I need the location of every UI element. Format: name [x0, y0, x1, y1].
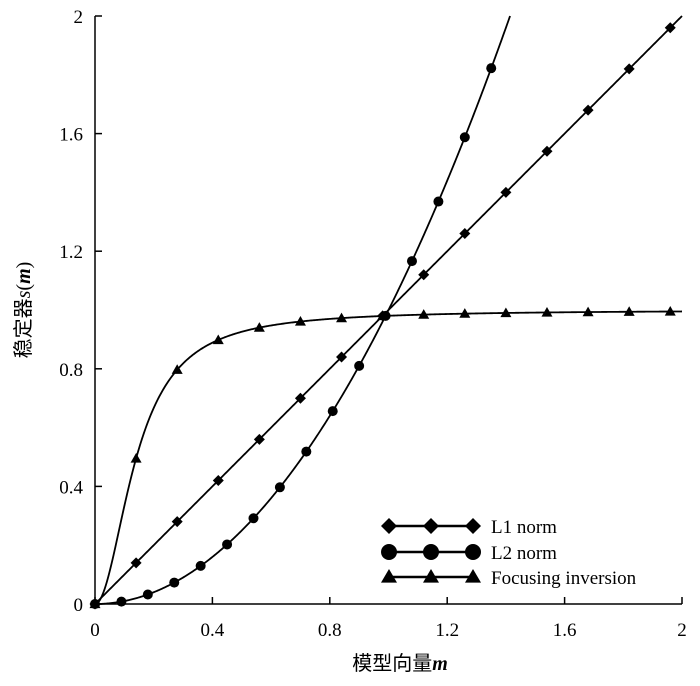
series-circle — [90, 15, 511, 609]
legend-marker-triangle — [381, 569, 397, 583]
x-tick-label: 0.8 — [318, 620, 342, 641]
data-point-diamond — [253, 433, 265, 445]
data-point-triangle — [418, 309, 430, 319]
data-point-triangle — [253, 322, 265, 332]
legend: L1 norm L2 norm Focusing inversion — [381, 517, 637, 589]
data-point-triangle — [623, 306, 635, 316]
y-tick-label: 1.2 — [59, 242, 83, 263]
legend-item-circle: L2 norm — [381, 543, 557, 564]
data-point-circle — [248, 513, 259, 524]
data-point-diamond — [212, 475, 224, 487]
data-point-diamond — [294, 392, 306, 404]
plot-area — [89, 15, 683, 610]
y-tick-label: 1.6 — [59, 125, 83, 146]
x-tick-label: 2 — [677, 620, 687, 641]
data-point-circle — [406, 256, 417, 267]
data-point-circle — [195, 560, 206, 571]
legend-marker-diamond — [423, 518, 439, 534]
legend-label: Focusing inversion — [491, 568, 637, 589]
x-tick-label: 0 — [90, 620, 100, 641]
x-tick-label: 1.2 — [435, 620, 459, 641]
data-point-diamond — [541, 145, 553, 157]
x-tick-label: 1.6 — [553, 620, 577, 641]
data-point-triangle — [664, 306, 676, 316]
data-point-diamond — [130, 557, 142, 569]
data-point-triangle — [459, 308, 471, 318]
data-point-circle — [433, 196, 444, 207]
y-tick-label: 0.8 — [59, 360, 83, 381]
data-point-triangle — [377, 310, 389, 321]
data-point-circle — [327, 406, 338, 417]
data-point-triangle — [130, 452, 142, 463]
data-point-triangle — [171, 364, 183, 374]
legend-marker-triangle — [465, 569, 481, 583]
data-point-diamond — [418, 269, 430, 281]
legend-marker-circle — [423, 544, 439, 560]
series-line-triangle — [94, 310, 683, 605]
y-tick-label: 0.4 — [59, 477, 83, 498]
axes: 0 0.4 0.8 1.2 1.6 2 0 0.4 0.8 1.2 1.6 2 — [59, 7, 687, 641]
y-tick-label: 0 — [74, 595, 84, 616]
series-layer — [89, 15, 683, 610]
data-point-diamond — [500, 186, 512, 198]
legend-item-triangle: Focusing inversion — [381, 568, 637, 589]
data-point-circle — [301, 446, 312, 457]
data-point-circle — [274, 482, 285, 493]
data-point-circle — [486, 63, 497, 74]
data-point-circle — [142, 589, 153, 600]
data-point-diamond — [664, 22, 676, 34]
data-point-triangle — [294, 316, 306, 326]
data-point-triangle — [212, 334, 224, 345]
legend-marker-circle — [381, 544, 397, 560]
x-axis-title: 模型向量m — [352, 651, 448, 675]
data-point-triangle — [336, 312, 348, 323]
legend-marker-diamond — [465, 518, 481, 534]
legend-item-diamond: L1 norm — [381, 517, 557, 538]
data-point-triangle — [500, 307, 512, 318]
legend-marker-triangle — [423, 569, 439, 583]
y-axis-title: 稳定器s(m) — [11, 262, 35, 359]
x-tick-label: 0.4 — [201, 620, 225, 641]
series-line-circle — [95, 15, 511, 605]
data-point-circle — [116, 596, 127, 607]
data-point-diamond — [459, 228, 471, 240]
data-point-diamond — [336, 351, 348, 363]
data-point-diamond — [582, 104, 594, 116]
data-point-triangle — [541, 306, 553, 317]
data-point-diamond — [623, 63, 635, 75]
y-tick-label: 2 — [74, 7, 84, 28]
series-triangle — [89, 306, 683, 609]
data-point-circle — [222, 539, 233, 550]
data-point-circle — [169, 577, 180, 588]
x-ticks: 0 0.4 0.8 1.2 1.6 2 — [90, 597, 687, 641]
y-ticks: 0 0.4 0.8 1.2 1.6 2 — [59, 7, 102, 616]
legend-label: L2 norm — [491, 543, 557, 564]
data-point-diamond — [171, 516, 183, 528]
legend-marker-diamond — [381, 518, 397, 534]
data-point-circle — [354, 360, 365, 371]
data-point-triangle — [582, 306, 594, 317]
legend-label: L1 norm — [491, 517, 557, 538]
data-point-circle — [459, 132, 470, 143]
legend-marker-circle — [465, 544, 481, 560]
